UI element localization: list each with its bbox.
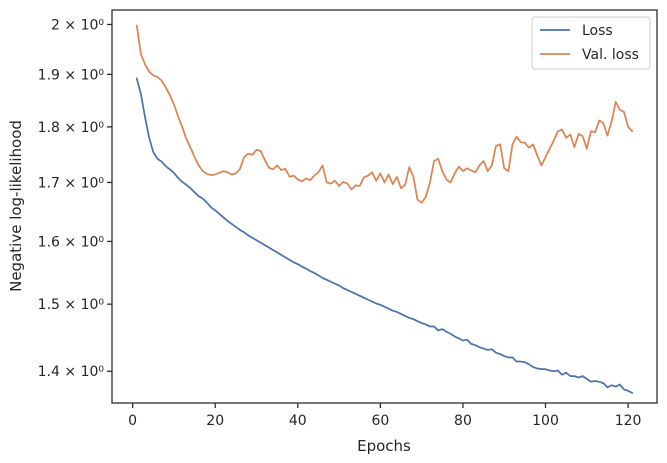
x-tick-label: 120 <box>615 413 642 429</box>
x-tick-label: 0 <box>128 413 137 429</box>
y-tick-label: 2 × 10⁰ <box>51 17 104 33</box>
y-tick-label: 1.9 × 10⁰ <box>38 67 105 83</box>
x-axis-label: Epochs <box>357 437 411 455</box>
series-layer <box>135 24 634 394</box>
x-axis: 0 20 40 60 80 100 120 <box>128 403 641 429</box>
x-tick-label: 100 <box>532 413 559 429</box>
x-tick-label: 20 <box>206 413 224 429</box>
y-axis: 1.4 × 10⁰ 1.5 × 10⁰ 1.6 × 10⁰ 1.7 × 10⁰ 1.8 … <box>38 17 112 380</box>
y-tick-label: 1.5 × 10⁰ <box>38 297 105 313</box>
y-axis-label: Negative log-likelihood <box>7 120 25 292</box>
plot-area <box>111 9 658 404</box>
legend-label-val-loss: Val. loss <box>582 47 639 63</box>
legend: Loss Val. loss <box>531 16 651 70</box>
y-tick-label: 1.7 × 10⁰ <box>38 175 105 191</box>
series-line-val-loss <box>135 24 634 204</box>
y-tick-label: 1.8 × 10⁰ <box>38 120 105 136</box>
x-tick-label: 40 <box>289 413 307 429</box>
y-tick-label: 1.6 × 10⁰ <box>38 234 105 250</box>
x-tick-label: 80 <box>454 413 472 429</box>
x-tick-label: 60 <box>371 413 389 429</box>
series-line-loss <box>135 77 634 394</box>
y-tick-label: 1.4 × 10⁰ <box>38 364 105 380</box>
legend-label-loss: Loss <box>582 23 613 39</box>
